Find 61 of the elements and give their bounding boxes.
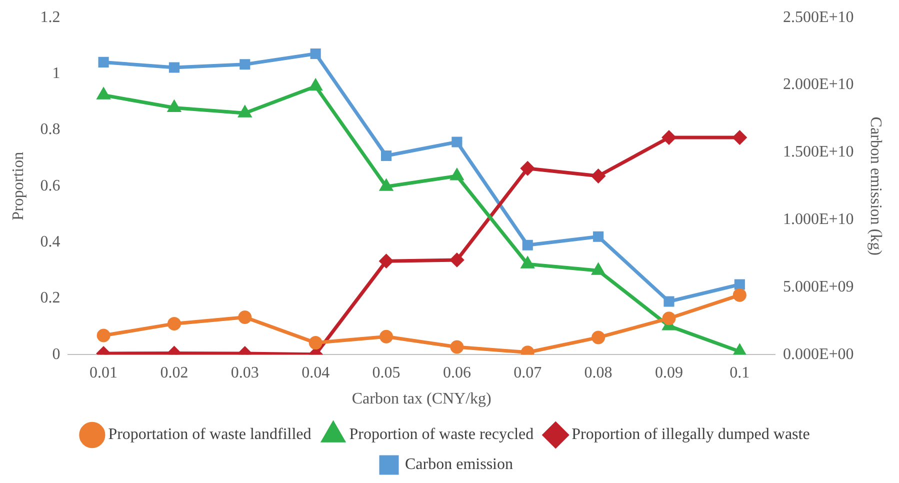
legend-label: Carbon emission: [405, 456, 514, 474]
x-tick-label: 0.07: [514, 364, 542, 382]
x-axis-title: Carbon tax (CNY/kg): [352, 390, 492, 408]
point: [168, 62, 180, 73]
x-tick-label: 0.08: [584, 364, 612, 382]
x-tick-label: 0.1: [730, 364, 750, 382]
point: [238, 106, 251, 118]
point: [662, 312, 676, 326]
point: [380, 180, 392, 191]
point: [450, 253, 464, 267]
legend-label: Proportation of waste landfilled: [108, 426, 312, 444]
point: [308, 336, 322, 350]
point: [593, 231, 604, 242]
legend-label: Proportion of illegally dumped waste: [572, 426, 810, 444]
x-tick-label: 0.09: [654, 364, 683, 382]
x-tick-label: 0.02: [160, 364, 188, 382]
y-tick-label: 0.2: [40, 290, 60, 307]
y2-axis-title: Carbon emission (kg): [867, 116, 884, 256]
y-tick-label: 0: [52, 346, 60, 363]
point: [522, 257, 534, 268]
point: [98, 56, 109, 68]
point: [592, 169, 606, 183]
point: [238, 310, 252, 324]
y2-tick-label: 2.500E+10: [783, 8, 854, 26]
point: [732, 288, 746, 302]
point: [240, 59, 250, 70]
y2-tick-label: 1.000E+10: [783, 211, 854, 228]
point: [732, 130, 746, 144]
x-tick-label: 0.01: [90, 364, 118, 382]
y2-tick-label: 5.000E+09: [783, 278, 854, 296]
y2-tick-label: 2.000E+10: [783, 76, 854, 94]
point: [520, 162, 534, 176]
x-tick-label: 0.03: [230, 364, 259, 382]
x-tick-label: 0.04: [302, 364, 330, 382]
point: [592, 264, 604, 275]
point: [167, 316, 181, 330]
point: [380, 150, 392, 162]
point: [450, 340, 464, 354]
point: [522, 240, 533, 250]
y-tick-label: 1.2: [40, 8, 60, 26]
x-tick-label: 0.05: [372, 364, 400, 382]
y-tick-label: 1: [52, 64, 60, 82]
point: [96, 328, 110, 342]
y-axis-title: Proportion: [10, 152, 27, 220]
point: [662, 130, 676, 144]
legend-label: Proportion of waste recycled: [349, 426, 534, 444]
y-tick-label: 0.8: [40, 121, 60, 138]
y2-tick-label: 0.000E+00: [783, 346, 854, 363]
point: [380, 330, 394, 344]
point: [664, 296, 674, 307]
point: [380, 254, 394, 268]
point: [450, 169, 464, 180]
point: [452, 136, 462, 148]
y2-tick-label: 1.500E+10: [783, 144, 854, 161]
x-tick-label: 0.06: [442, 364, 471, 382]
point: [592, 330, 606, 344]
y-tick-label: 0.6: [40, 177, 60, 194]
point: [97, 88, 110, 100]
point: [310, 48, 321, 60]
point: [734, 279, 745, 290]
y-tick-label: 0.4: [40, 233, 60, 250]
